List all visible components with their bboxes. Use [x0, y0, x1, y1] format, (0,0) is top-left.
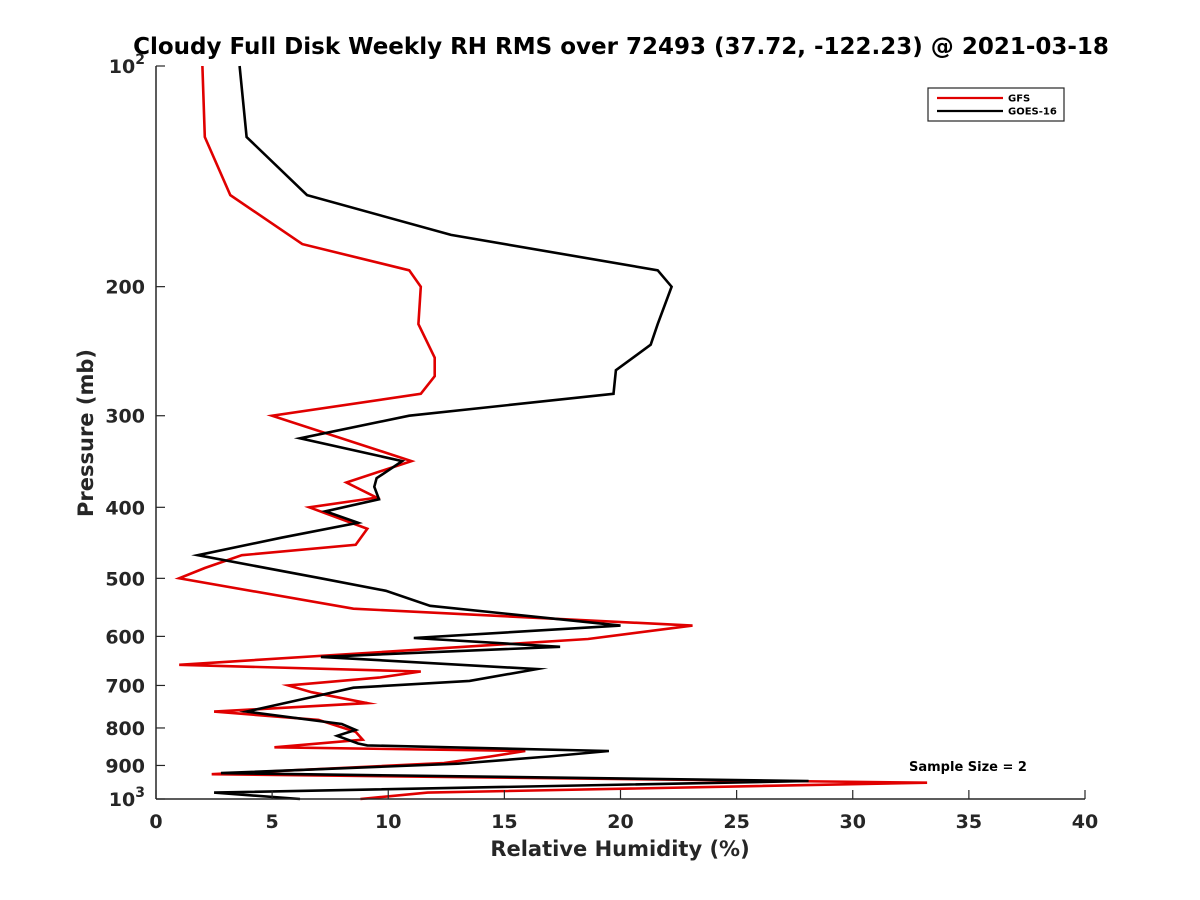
y-tick-label: 200 — [105, 277, 145, 299]
y-tick-label: 300 — [105, 406, 145, 428]
y-tick-label: 500 — [105, 568, 145, 590]
y-tick-label: 700 — [105, 675, 145, 697]
series-line-goes-16 — [191, 65, 809, 801]
y-tick-label: 900 — [105, 755, 145, 777]
legend-box — [927, 87, 1065, 122]
x-ticks: 0 5 10 15 20 25 30 35 40 — [149, 790, 1098, 833]
legend-label-gfs: GFS — [1008, 94, 1030, 105]
y-tick-label: 400 — [105, 497, 145, 519]
y-ticks: 102 200 300 400 500 600 700 800 900 103 — [105, 52, 165, 811]
legend: GFS GOES-16 — [927, 87, 1065, 122]
y-axis-label: Pressure (mb) — [74, 349, 98, 517]
series-layer — [174, 65, 928, 801]
chart-title: Cloudy Full Disk Weekly RH RMS over 7249… — [133, 34, 1109, 60]
x-tick-label: 0 — [149, 811, 162, 833]
plot-area — [156, 66, 1085, 799]
y-tick-label: 600 — [105, 626, 145, 648]
x-axis-label: Relative Humidity (%) — [490, 837, 749, 861]
series-line-gfs — [174, 65, 928, 801]
sample-size-annotation: Sample Size = 2 — [909, 760, 1027, 775]
y-tick-label: 800 — [105, 718, 145, 740]
x-tick-label: 40 — [1072, 811, 1098, 833]
x-tick-label: 15 — [491, 811, 517, 833]
x-tick-label: 30 — [840, 811, 866, 833]
x-tick-label: 20 — [607, 811, 633, 833]
x-tick-label: 5 — [266, 811, 279, 833]
x-tick-label: 25 — [723, 811, 749, 833]
y-tick-label: 103 — [109, 785, 145, 811]
x-tick-label: 10 — [375, 811, 401, 833]
x-tick-label: 35 — [956, 811, 982, 833]
y-tick-label: 102 — [109, 52, 145, 78]
legend-label-goes16: GOES-16 — [1008, 107, 1057, 118]
